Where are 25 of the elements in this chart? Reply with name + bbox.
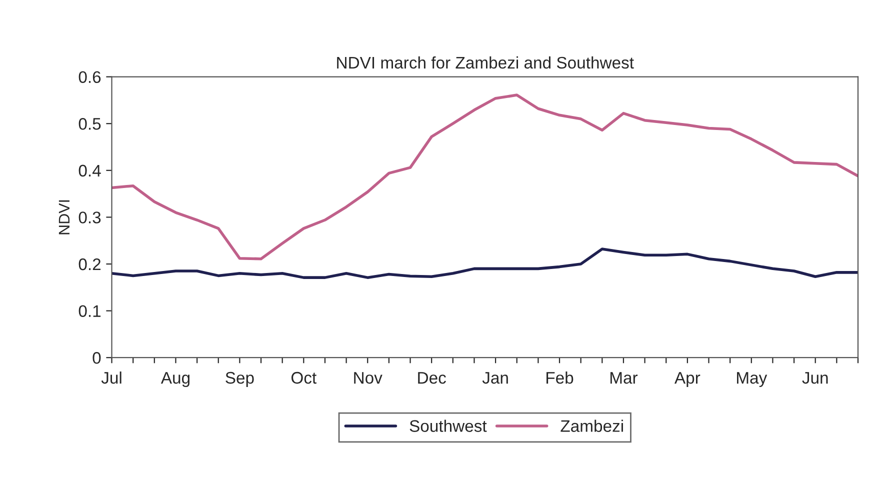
x-tick-label: Jun xyxy=(802,372,828,384)
line-series xyxy=(112,248,858,279)
y-axis-title: NDVI xyxy=(58,200,70,234)
x-tick-label: Jul xyxy=(101,371,122,384)
x-tick-label: May xyxy=(737,372,768,388)
legend-label: Zambezi xyxy=(560,420,623,432)
y-tick-label: 0 xyxy=(92,352,101,364)
x-tick-label: Dec xyxy=(418,372,446,384)
y-tick-label: 0.2 xyxy=(78,258,101,270)
y-tick-label: 0.6 xyxy=(78,71,101,84)
y-tick-label: 0.3 xyxy=(78,212,101,224)
x-tick-label: Mar xyxy=(610,372,638,384)
x-tick-label: Aug xyxy=(160,372,190,388)
x-tick-label: Apr xyxy=(674,372,700,388)
y-tick-label: 0.5 xyxy=(78,118,101,130)
x-tick-label: Sep xyxy=(226,372,254,388)
x-tick-label: Nov xyxy=(354,372,382,384)
line-series xyxy=(112,94,858,260)
y-tick-label: 0.4 xyxy=(78,164,101,177)
chart-title: NDVI march for Zambezi and Southwest xyxy=(337,56,634,69)
legend-label: Southwest xyxy=(410,420,487,432)
x-tick-label: Feb xyxy=(546,371,574,384)
x-tick-label: Jan xyxy=(482,372,508,384)
y-tick-label: 0.1 xyxy=(78,305,101,318)
x-tick-label: Oct xyxy=(291,372,316,384)
